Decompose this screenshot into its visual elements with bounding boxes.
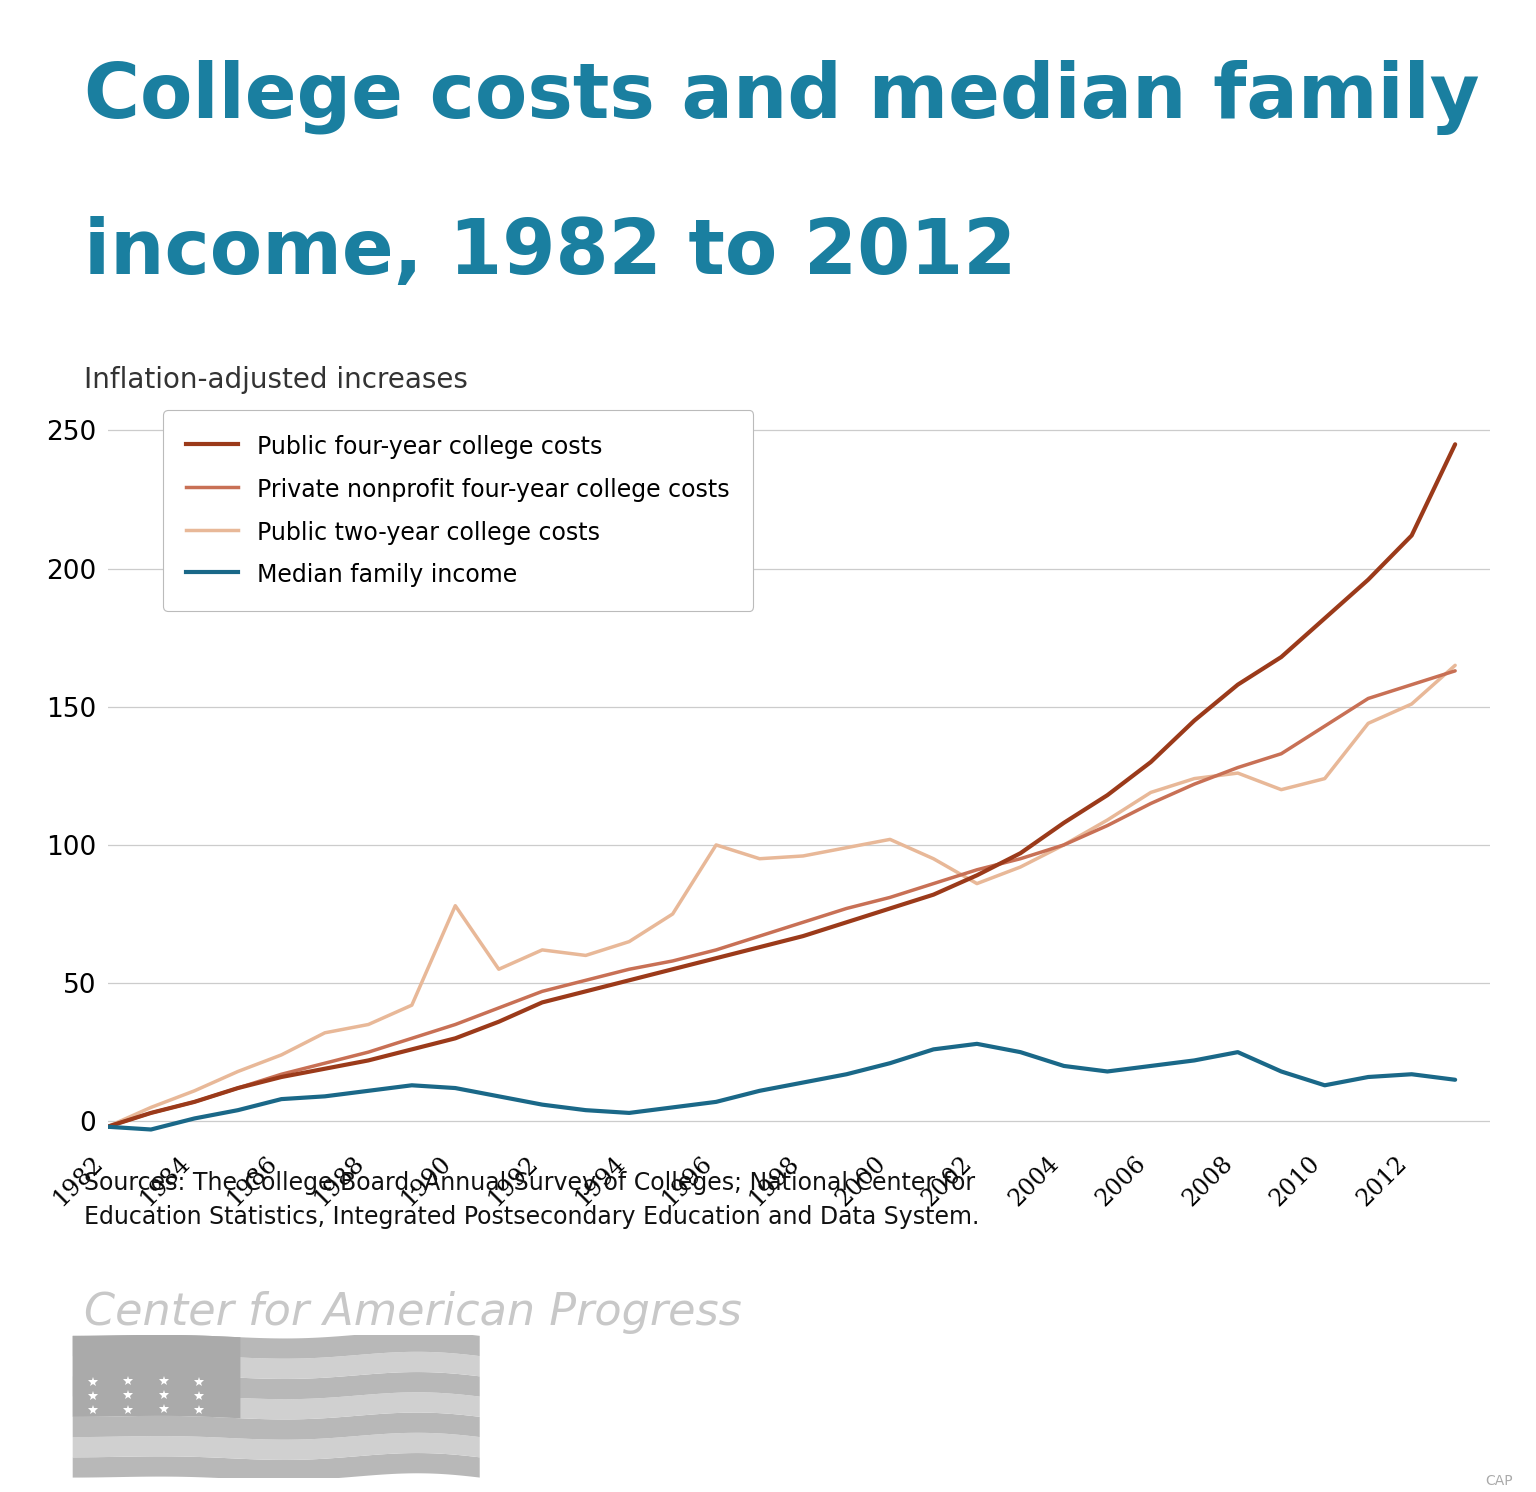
Text: College costs and median family: College costs and median family — [84, 60, 1481, 134]
Text: Inflation-adjusted increases: Inflation-adjusted increases — [84, 366, 468, 394]
Text: Center for American Progress: Center for American Progress — [84, 1291, 742, 1334]
Text: Sources: The College Board, Annual Survey of Colleges; National Center for
Educa: Sources: The College Board, Annual Surve… — [84, 1171, 980, 1229]
Text: CAP: CAP — [1485, 1474, 1513, 1488]
Legend: Public four-year college costs, Private nonprofit four-year college costs, Publi: Public four-year college costs, Private … — [163, 410, 754, 610]
Text: income, 1982 to 2012: income, 1982 to 2012 — [84, 216, 1017, 291]
